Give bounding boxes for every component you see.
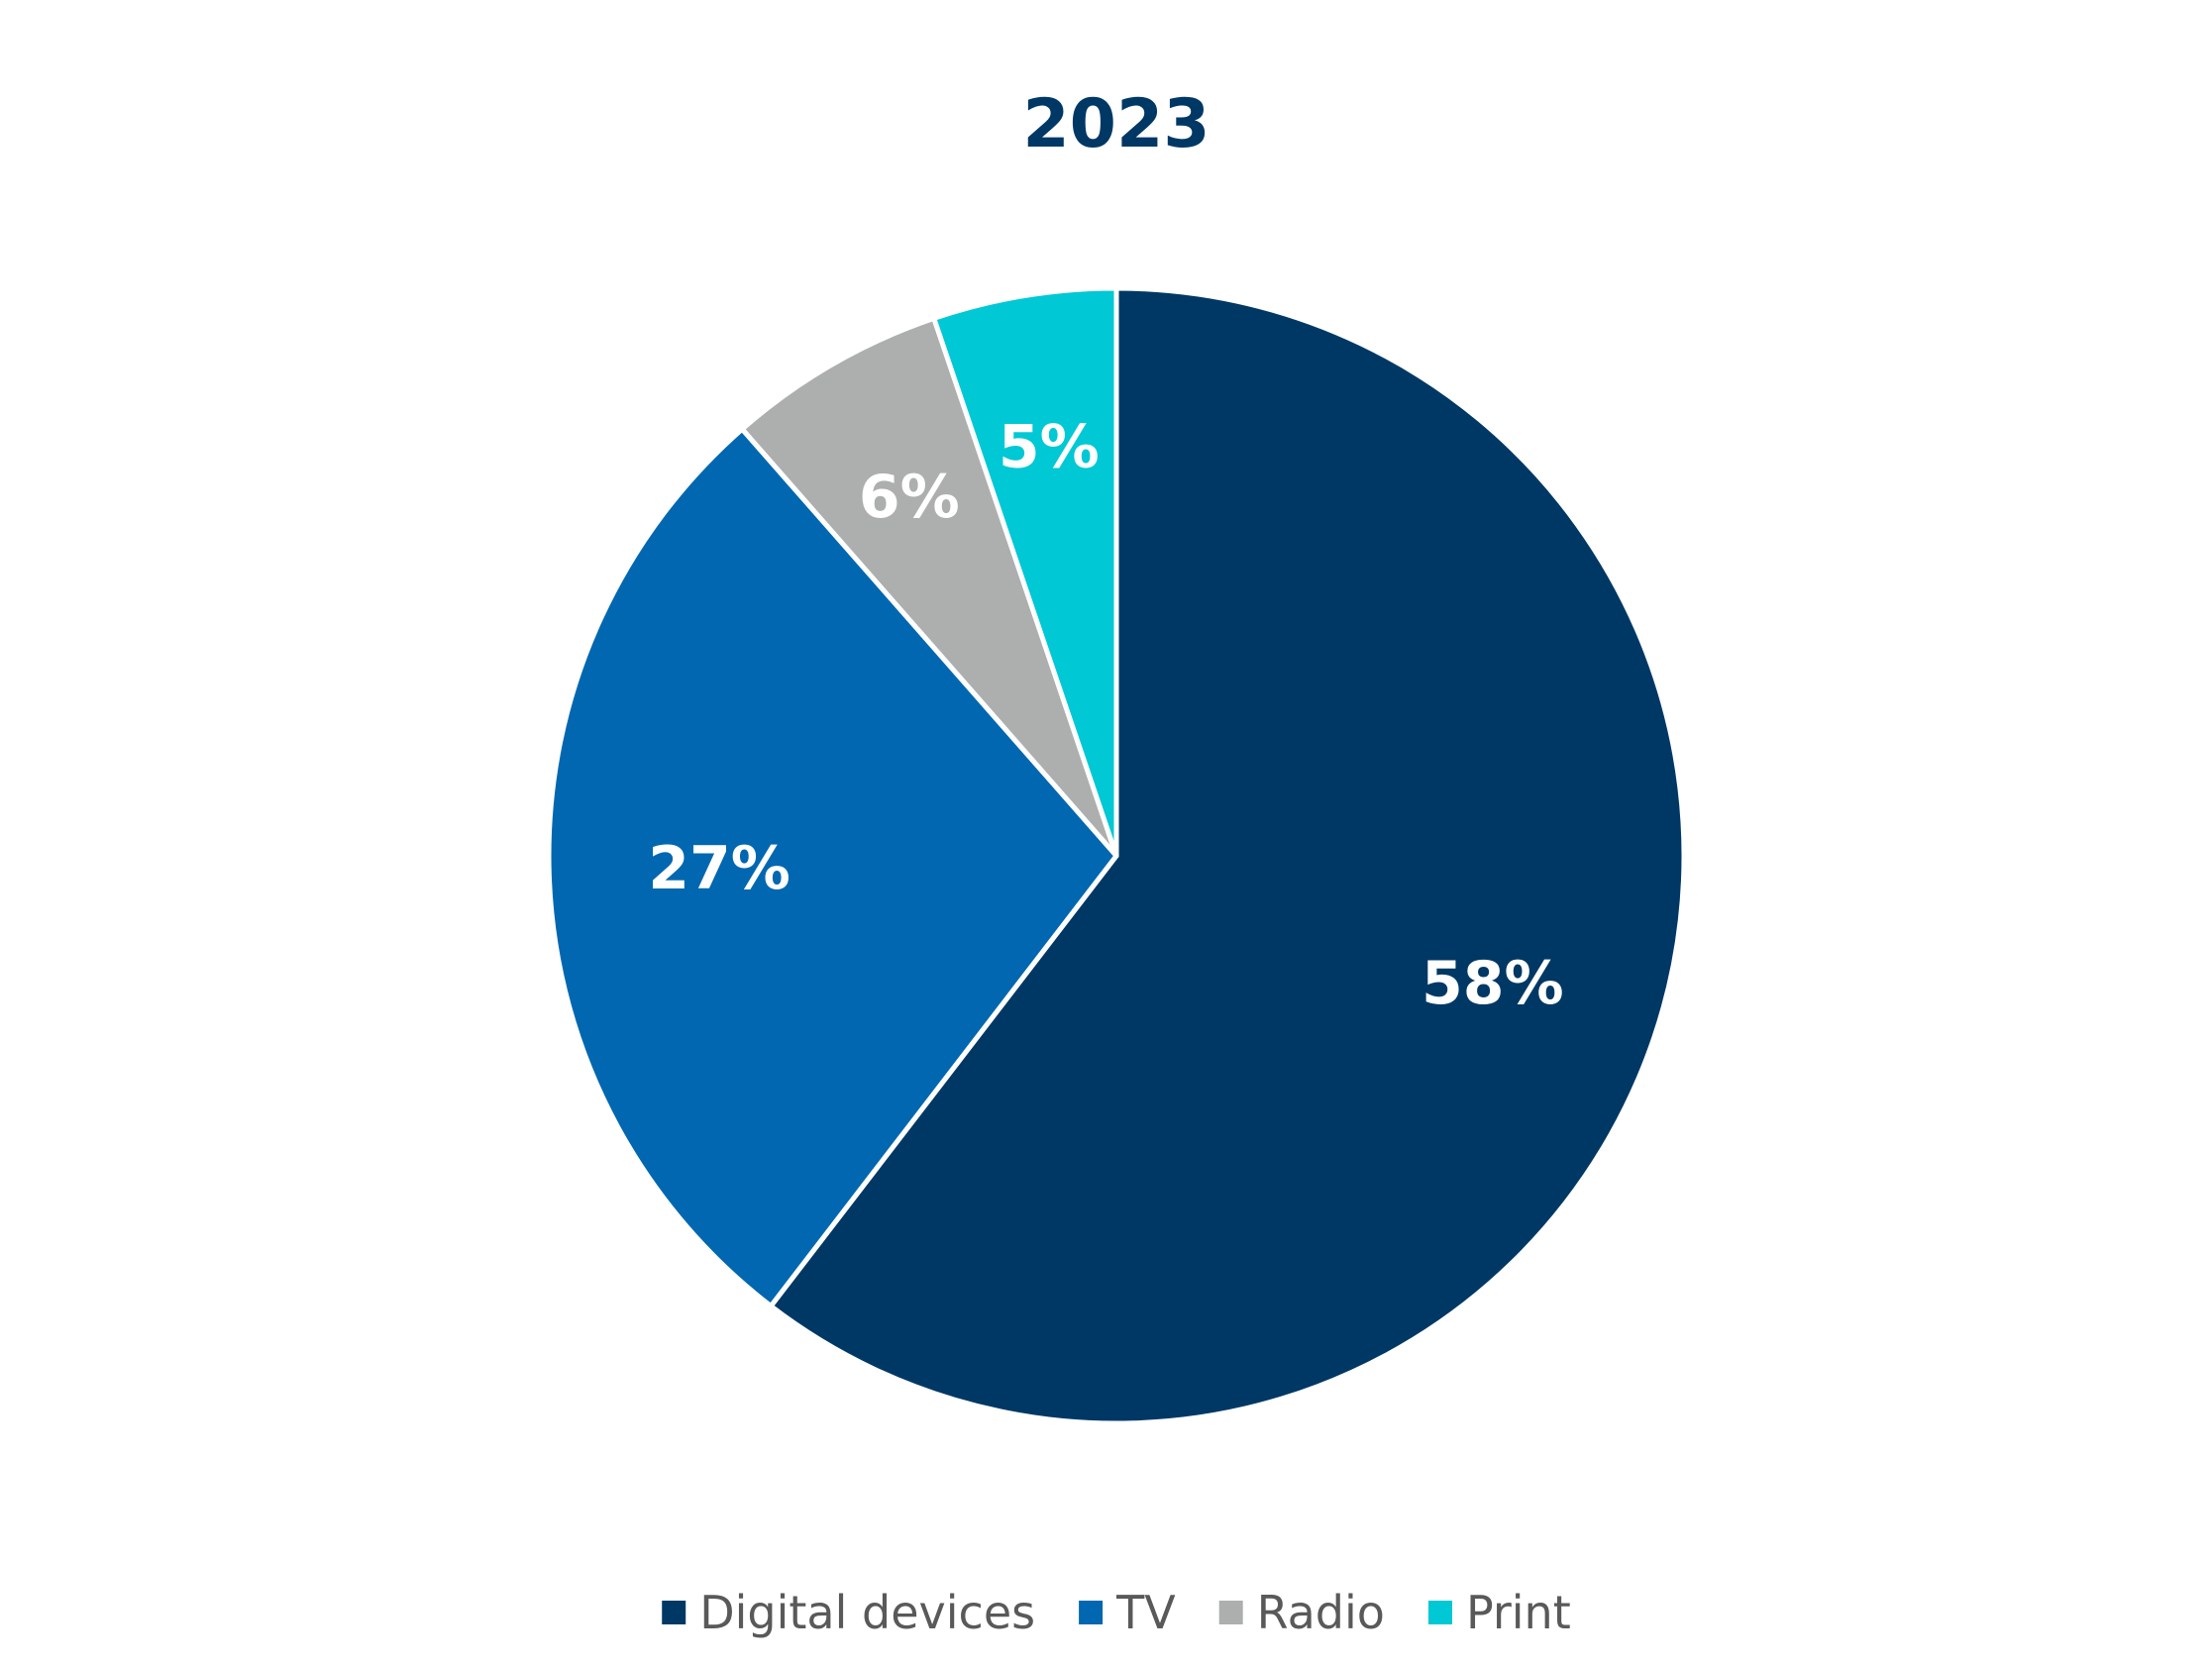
chart-title: 2023 (1022, 85, 1210, 163)
legend-item-print: Print (1427, 1586, 1571, 1639)
pie-slice-radio (739, 315, 1119, 859)
legend-label-digital-devices: Digital devices (699, 1586, 1035, 1639)
legend-item-digital-devices: Digital devices (662, 1586, 1035, 1639)
legend-item-radio: Radio (1218, 1586, 1385, 1639)
legend: Digital devices TV Radio Print (662, 1586, 1571, 1639)
legend-swatch-tv (1079, 1601, 1104, 1624)
pie-slice-print (931, 285, 1119, 859)
legend-swatch-digital-devices (662, 1601, 686, 1624)
pie-slice-digital-devices (768, 285, 1687, 1426)
data-label-tv: 27% (648, 834, 790, 903)
pie-slices (546, 285, 1687, 1426)
pie-slice-tv (546, 426, 1119, 1309)
legend-item-tv: TV (1079, 1586, 1176, 1639)
legend-swatch-print (1427, 1601, 1452, 1624)
legend-label-print: Print (1466, 1586, 1571, 1639)
legend-label-tv: TV (1115, 1586, 1176, 1639)
legend-swatch-radio (1218, 1601, 1243, 1624)
pie-data-labels: 58% 27% 6% 5% (648, 412, 1563, 1018)
data-label-print: 5% (999, 412, 1100, 481)
legend-label-radio: Radio (1257, 1586, 1385, 1639)
data-label-radio: 6% (859, 463, 960, 532)
data-label-digital-devices: 58% (1422, 949, 1564, 1018)
